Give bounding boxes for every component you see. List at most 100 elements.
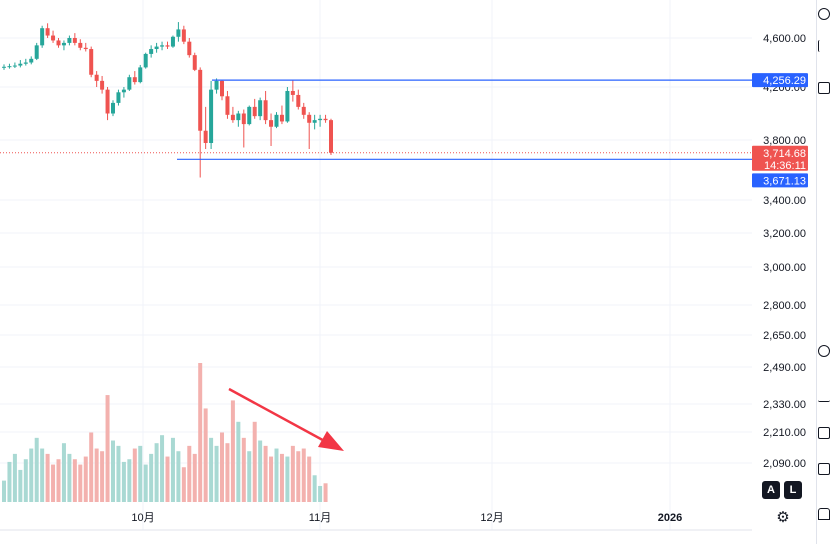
- calendar-icon[interactable]: [818, 427, 830, 439]
- volume-bar: [121, 461, 126, 502]
- volume-bar: [209, 437, 214, 502]
- volume-bar: [23, 459, 28, 502]
- volume-bar: [160, 435, 165, 502]
- svg-text:4,256.29: 4,256.29: [763, 75, 806, 87]
- chat-icon[interactable]: [818, 82, 830, 94]
- candle: [138, 64, 143, 84]
- y-tick-label: 3,000.00: [763, 262, 806, 274]
- volume-bar: [187, 445, 192, 502]
- candle: [111, 100, 115, 117]
- candle: [2, 64, 6, 70]
- help-icon[interactable]: [818, 508, 830, 520]
- svg-text:3,714.68: 3,714.68: [763, 148, 806, 160]
- candle: [209, 80, 214, 149]
- candle: [132, 71, 137, 85]
- y-tick-label: 2,490.00: [763, 362, 806, 374]
- time-axis[interactable]: 10月 11月 12月 2026: [131, 512, 682, 524]
- candle: [307, 112, 312, 149]
- candle: [154, 42, 159, 53]
- candle: [269, 113, 274, 146]
- volume-bar: [296, 451, 301, 502]
- volume-bar: [214, 445, 219, 502]
- candle: [61, 40, 66, 51]
- candle: [323, 114, 328, 123]
- volume-bar: [132, 448, 137, 502]
- candle: [247, 105, 252, 126]
- volume-bar: [100, 451, 105, 502]
- volume-bar: [149, 453, 154, 502]
- candle: [100, 75, 105, 94]
- volume-bar: [105, 395, 110, 502]
- candle: [312, 114, 317, 130]
- y-tick-label: 4,600.00: [763, 33, 806, 45]
- price-axis[interactable]: 4,600.004,200.003,800.003,400.003,200.00…: [763, 33, 806, 470]
- right-toolbar: [816, 0, 832, 544]
- candle: [318, 114, 323, 127]
- volume-bar: [323, 483, 328, 502]
- volume-bar: [7, 461, 12, 502]
- volume-bar: [236, 421, 241, 502]
- candle: [165, 41, 170, 50]
- candle: [121, 87, 126, 98]
- candle: [83, 42, 88, 52]
- volume-bar: [138, 445, 143, 502]
- horizontal-lines: [0, 79, 752, 160]
- candle: [301, 102, 306, 119]
- volume-bar: [61, 443, 66, 502]
- candle: [67, 35, 72, 46]
- list-icon[interactable]: [818, 40, 830, 52]
- volume-bar: [111, 440, 115, 502]
- volume-bar: [230, 400, 235, 502]
- y-tick-label: 2,090.00: [763, 458, 806, 470]
- auto-scale-button[interactable]: A: [762, 481, 780, 499]
- volume-bar: [176, 451, 181, 502]
- candle: [72, 33, 77, 46]
- volume-bar: [220, 432, 224, 502]
- settings-gear-icon[interactable]: ⚙: [776, 509, 790, 526]
- volume-bar: [247, 451, 252, 502]
- candle: [143, 52, 148, 69]
- candle: [12, 62, 17, 69]
- volume-bar: [307, 456, 312, 502]
- candle: [198, 67, 203, 178]
- x-tick-label: 11月: [309, 512, 331, 524]
- candle: [290, 79, 295, 102]
- volume-bar: [127, 459, 132, 502]
- candle: [116, 89, 121, 106]
- candle: [263, 90, 268, 125]
- candle: [34, 42, 39, 61]
- volume-bar: [285, 456, 290, 502]
- candle: [149, 45, 154, 58]
- ideas-icon[interactable]: [818, 390, 830, 402]
- log-scale-button[interactable]: L: [784, 481, 802, 499]
- candle: [40, 25, 45, 48]
- candle: [94, 71, 99, 87]
- candle: [7, 63, 12, 69]
- news-icon[interactable]: [818, 463, 830, 475]
- volume-bar: [83, 456, 88, 502]
- volume-bar: [56, 459, 61, 502]
- candle: [230, 106, 235, 123]
- x-tick-label: 10月: [131, 512, 154, 524]
- volume-bar: [274, 448, 279, 502]
- volume-bar: [198, 363, 203, 502]
- candle: [176, 22, 181, 42]
- volume-bar: [252, 421, 257, 502]
- candle: [296, 89, 301, 110]
- volume-bar: [40, 448, 45, 502]
- candle: [78, 39, 83, 51]
- volume-bar: [2, 480, 6, 502]
- clock-icon[interactable]: [818, 8, 830, 20]
- candle: [241, 109, 246, 148]
- candle: [225, 90, 230, 119]
- candle: [127, 74, 132, 91]
- candle: [329, 118, 333, 155]
- alert-icon[interactable]: [818, 345, 830, 357]
- x-tick-label: 12月: [480, 512, 503, 524]
- candle: [56, 38, 61, 48]
- volume-bar: [165, 456, 170, 502]
- svg-text:3,671.13: 3,671.13: [763, 175, 806, 187]
- candle: [89, 46, 94, 78]
